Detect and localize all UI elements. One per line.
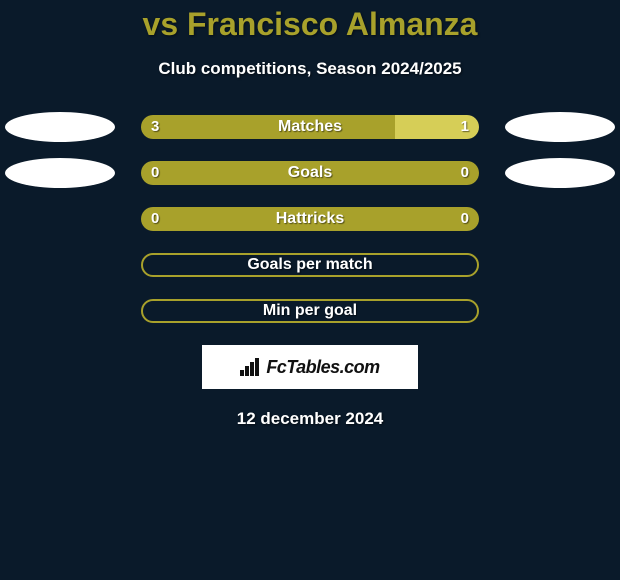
team-marker-right — [505, 158, 615, 188]
stat-value-left: 0 — [151, 161, 159, 185]
stat-row: 00Hattricks — [0, 207, 620, 231]
page-title: vs Francisco Almanza — [0, 6, 620, 43]
stat-row: 00Goals — [0, 161, 620, 185]
stat-row: 31Matches — [0, 115, 620, 139]
stat-value-left: 0 — [151, 207, 159, 231]
stat-value-right: 1 — [461, 115, 469, 139]
stat-value-left: 3 — [151, 115, 159, 139]
chart-icon — [240, 358, 262, 376]
team-marker-left — [5, 158, 115, 188]
stat-bar: 00Goals — [141, 161, 479, 185]
subtitle: Club competitions, Season 2024/2025 — [0, 59, 620, 79]
stats-comparison-card: vs Francisco Almanza Club competitions, … — [0, 0, 620, 580]
logo-text: FcTables.com — [266, 357, 379, 378]
stat-value-right: 0 — [461, 161, 469, 185]
stat-label: Goals per match — [141, 253, 479, 277]
stat-row-empty: Goals per match — [0, 253, 620, 277]
logo-badge: FcTables.com — [202, 345, 418, 389]
empty-stat-rows: Goals per match Min per goal — [0, 253, 620, 323]
date-label: 12 december 2024 — [0, 409, 620, 429]
stat-rows: 31Matches00Goals00Hattricks — [0, 115, 620, 231]
stat-bar-left — [141, 115, 395, 139]
stat-bar: 00Hattricks — [141, 207, 479, 231]
stat-bar-left — [141, 161, 479, 185]
team-marker-left — [5, 112, 115, 142]
stat-bar-left — [141, 207, 479, 231]
stat-row-empty: Min per goal — [0, 299, 620, 323]
stat-bar: 31Matches — [141, 115, 479, 139]
team-marker-right — [505, 112, 615, 142]
stat-label: Min per goal — [141, 299, 479, 323]
stat-value-right: 0 — [461, 207, 469, 231]
